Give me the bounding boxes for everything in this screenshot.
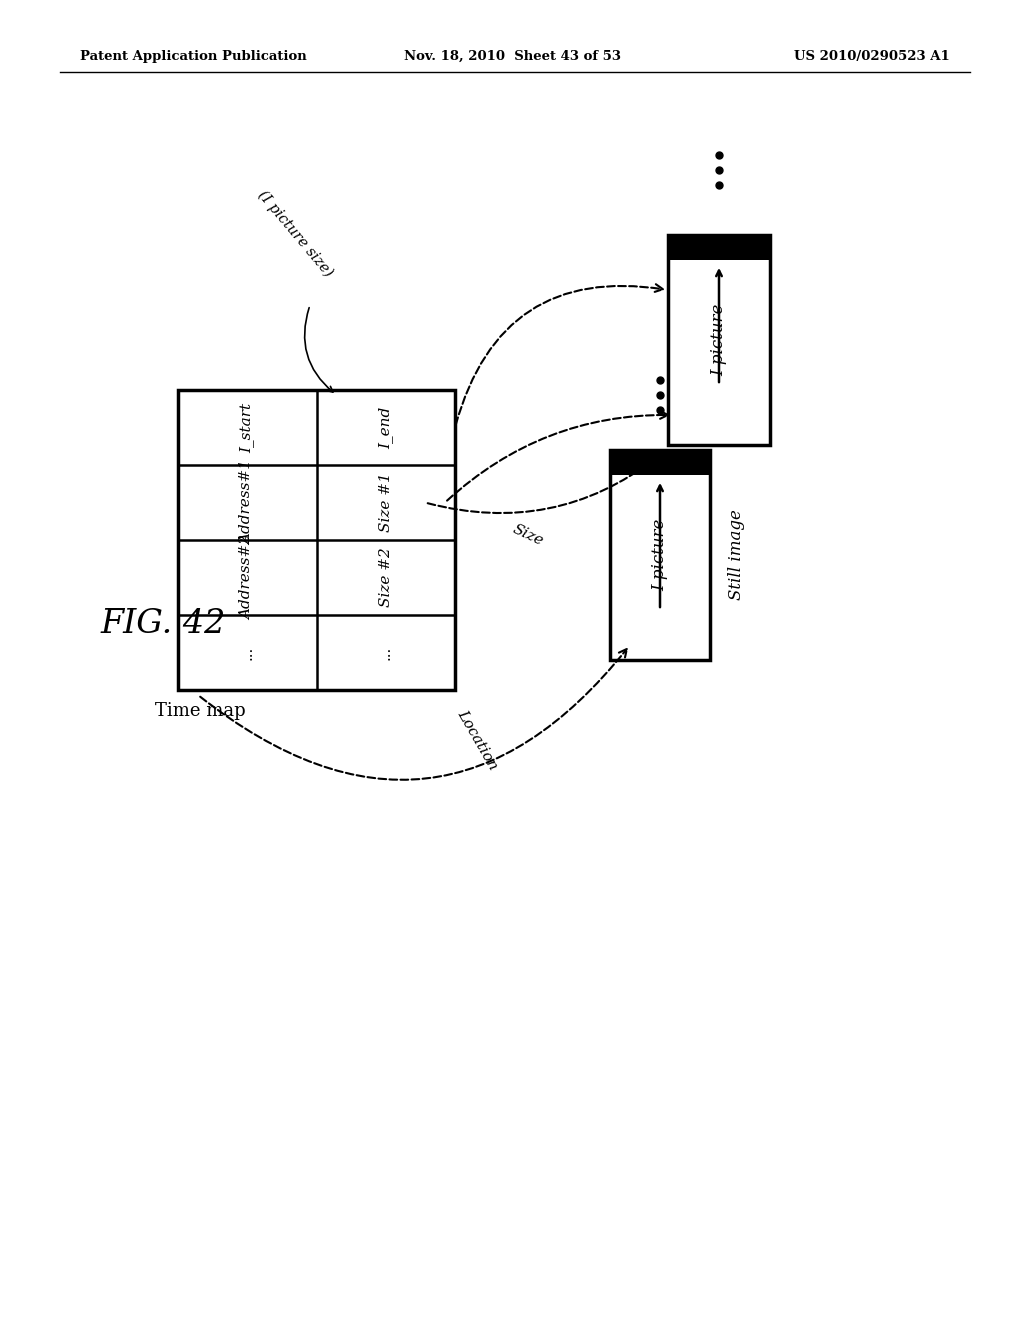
Text: Size: Size xyxy=(510,521,545,548)
Text: Patent Application Publication: Patent Application Publication xyxy=(80,50,307,63)
Text: (I picture size): (I picture size) xyxy=(255,187,336,280)
Text: ...: ... xyxy=(241,645,254,660)
Bar xyxy=(668,235,770,445)
Text: Size #2: Size #2 xyxy=(379,548,393,607)
Text: Still image: Still image xyxy=(728,510,745,601)
Text: I_end: I_end xyxy=(378,407,393,449)
Text: Location: Location xyxy=(455,708,501,772)
Text: I_start: I_start xyxy=(240,403,255,453)
Text: Nov. 18, 2010  Sheet 43 of 53: Nov. 18, 2010 Sheet 43 of 53 xyxy=(403,50,621,63)
Bar xyxy=(178,389,455,690)
Text: I picture: I picture xyxy=(651,519,669,591)
Text: ...: ... xyxy=(379,645,393,660)
Bar xyxy=(610,450,710,475)
Text: Size #1: Size #1 xyxy=(379,473,393,532)
Bar xyxy=(610,450,710,660)
Text: US 2010/0290523 A1: US 2010/0290523 A1 xyxy=(795,50,950,63)
Text: Address#2: Address#2 xyxy=(241,535,254,620)
Text: FIG. 42: FIG. 42 xyxy=(100,609,225,640)
Text: Time map: Time map xyxy=(155,702,246,719)
Text: I picture: I picture xyxy=(711,304,727,376)
Bar xyxy=(668,235,770,260)
Text: Address#1: Address#1 xyxy=(241,459,254,545)
